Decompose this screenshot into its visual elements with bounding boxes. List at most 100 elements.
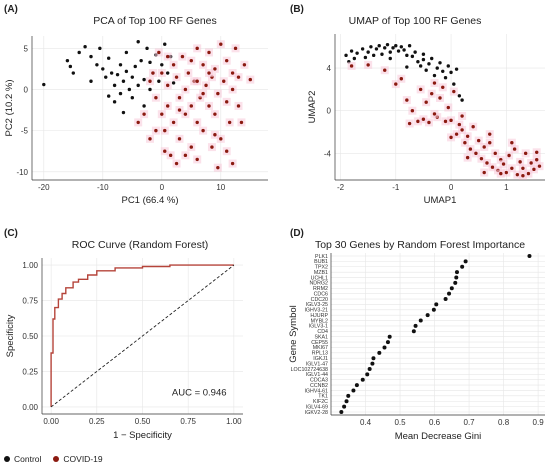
covid-point xyxy=(148,79,152,83)
control-point xyxy=(366,50,370,54)
covid-point xyxy=(148,137,152,141)
control-point xyxy=(118,91,123,96)
control-point xyxy=(363,55,368,60)
covid-point xyxy=(216,165,220,170)
control-point xyxy=(68,64,73,69)
importance-point xyxy=(418,318,423,323)
y-tick-label: 0.75 xyxy=(22,297,38,306)
control-point xyxy=(391,46,395,50)
covid-point xyxy=(248,77,252,82)
legend-item-control: Control xyxy=(4,454,41,464)
covid-point xyxy=(195,120,199,125)
importance-point xyxy=(454,270,459,275)
gene-label: PLK1 xyxy=(315,254,328,260)
control-marker-icon xyxy=(4,456,10,462)
panel-c-label: (C) xyxy=(4,228,18,239)
covid-point xyxy=(476,138,481,143)
control-point xyxy=(405,53,409,58)
control-point xyxy=(148,87,152,92)
panel-c-title: ROC Curve (Random Forest) xyxy=(72,239,209,251)
covid-point xyxy=(399,77,404,81)
gene-label: IGHV4-61 xyxy=(304,388,328,394)
control-point xyxy=(349,49,354,53)
control-point xyxy=(446,64,450,68)
covid-point xyxy=(490,165,495,169)
covid-point xyxy=(213,112,217,116)
covid-point xyxy=(407,121,412,126)
covid-point xyxy=(507,153,511,158)
control-point xyxy=(460,98,464,102)
covid-point xyxy=(227,120,232,125)
panel-b-title: UMAP of Top 100 RF Genes xyxy=(349,15,482,27)
covid-point xyxy=(482,170,486,175)
covid-point xyxy=(526,171,531,176)
x-axis-title: UMAP1 xyxy=(424,195,457,206)
covid-point xyxy=(219,137,223,141)
covid-point xyxy=(174,75,179,79)
covid-point xyxy=(201,91,205,96)
control-point xyxy=(399,45,404,49)
panel-d-title: Top 30 Genes by Random Forest Importance xyxy=(315,239,525,251)
gene-label: KIF2C xyxy=(313,399,328,405)
panel-b-label: (B) xyxy=(290,4,304,15)
covid-point xyxy=(515,172,520,177)
x-tick-label: 0.50 xyxy=(135,417,151,426)
covid-point xyxy=(449,118,453,123)
control-point xyxy=(157,79,161,83)
pca-plot: -20 -10 0 10 -10 -5 0 5 PC1 (66.4 %) PC2 (10.2 %) xyxy=(4,36,268,206)
importance-point xyxy=(453,280,458,285)
covid-point xyxy=(183,153,188,158)
y-tick-label: 0.25 xyxy=(22,367,38,376)
gene-label: TK1 xyxy=(318,394,328,400)
covid-point xyxy=(349,64,354,68)
control-point xyxy=(430,56,434,61)
control-point xyxy=(380,52,384,56)
control-point xyxy=(130,75,134,79)
covid-point xyxy=(142,112,146,116)
covid-point xyxy=(504,170,509,175)
covid-point xyxy=(416,119,420,124)
covid-point xyxy=(418,87,423,92)
control-point xyxy=(427,62,431,66)
covid-point xyxy=(441,85,445,89)
covid-point xyxy=(207,50,211,55)
covid-point xyxy=(207,104,211,108)
covid-point xyxy=(535,150,539,154)
gene-label: MYBL2 xyxy=(311,318,328,324)
control-point xyxy=(163,42,167,46)
gene-label: HJURP xyxy=(310,313,328,319)
covid-point xyxy=(521,166,525,170)
covid-point xyxy=(219,42,223,46)
covid-point xyxy=(383,68,387,72)
control-point xyxy=(124,69,129,74)
gene-label: CDCA3 xyxy=(310,378,328,384)
importance-point xyxy=(443,297,448,302)
importance-point xyxy=(454,275,459,280)
covid-point xyxy=(222,79,226,83)
covid-point xyxy=(421,117,426,121)
importance-plot: 0.4 0.5 0.6 0.7 0.8 0.9 PLK1BUB1TPX2MZB1UCHL1N… xyxy=(288,253,545,442)
covid-point xyxy=(230,161,235,166)
gene-label: IGHV3-21 xyxy=(304,308,328,314)
control-point xyxy=(432,73,437,78)
importance-point xyxy=(413,323,418,328)
control-point xyxy=(449,70,453,75)
importance-point xyxy=(371,356,376,361)
control-point xyxy=(77,50,81,55)
x-tick-label: 1 xyxy=(504,183,509,192)
roc-curve-line xyxy=(50,264,234,407)
covid-point xyxy=(225,58,229,63)
covid-point xyxy=(183,112,188,116)
x-tick-label: 0.6 xyxy=(429,418,441,427)
control-point xyxy=(109,71,114,75)
covid-point xyxy=(163,128,167,133)
covid-point xyxy=(207,71,211,75)
control-point xyxy=(438,61,442,65)
covid-point xyxy=(438,96,442,100)
control-point xyxy=(166,71,170,75)
covid-point xyxy=(424,100,428,104)
control-point xyxy=(89,54,93,59)
covid-point xyxy=(151,71,155,75)
gene-label: IGLV3-25 xyxy=(306,302,328,308)
